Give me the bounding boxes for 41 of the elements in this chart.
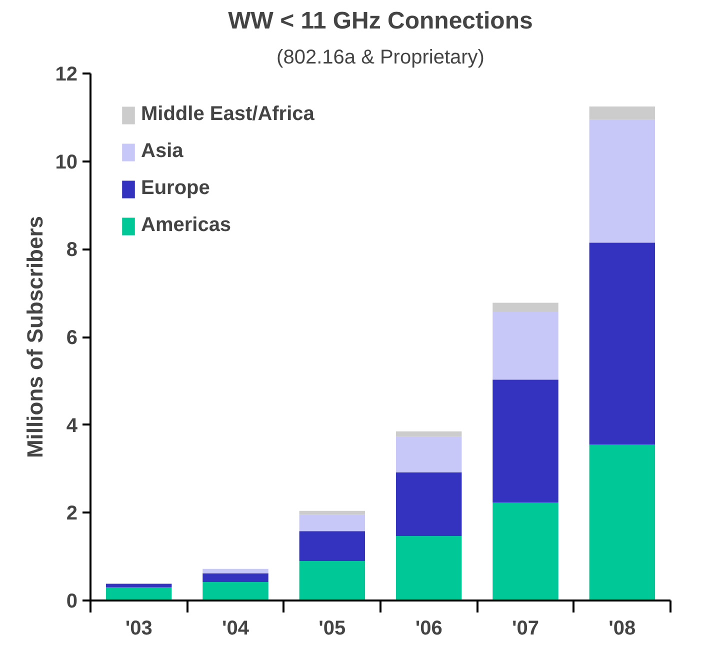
bar (492, 312, 558, 380)
x-tick-label: '06 (415, 618, 442, 640)
legend-label: Asia (141, 140, 184, 163)
bar (299, 510, 366, 514)
y-axis-title: Millions of Subscribers (22, 216, 48, 458)
bar (202, 573, 268, 582)
bar (396, 431, 462, 437)
bar (202, 568, 268, 574)
bar (299, 560, 366, 600)
x-tick-label: '08 (608, 618, 636, 640)
bar (106, 587, 172, 600)
y-tick-label: 12 (55, 64, 78, 86)
y-tick-label: 0 (66, 590, 78, 612)
y-tick-label: 6 (66, 327, 78, 349)
bar (396, 472, 462, 536)
y-tick-label: 8 (66, 239, 78, 262)
bar (589, 444, 656, 600)
bar (589, 120, 656, 243)
legend-label: Europe (141, 177, 210, 200)
bar (299, 531, 366, 561)
chart-title: WW < 11 GHz Connections (228, 8, 533, 34)
legend-label: Americas (141, 214, 232, 237)
x-tick-label: '04 (222, 618, 250, 640)
bar (492, 380, 558, 503)
bar (396, 536, 462, 600)
x-tick-label: '07 (512, 618, 540, 640)
bar (299, 514, 366, 532)
x-tick-label: '03 (125, 618, 152, 640)
bar (589, 106, 656, 120)
bar (492, 502, 558, 600)
bar (396, 436, 462, 472)
x-tick-label: '05 (318, 618, 346, 640)
bar (202, 582, 268, 600)
bar (106, 584, 172, 588)
bar (589, 242, 656, 445)
bar (492, 302, 558, 312)
legend-label: Middle East/Africa (141, 103, 314, 126)
y-tick-label: 4 (66, 414, 78, 437)
y-tick-label: 10 (55, 151, 78, 174)
chart-subtitle: (802.16a & Proprietary) (276, 46, 484, 68)
y-tick-label: 2 (66, 502, 78, 525)
